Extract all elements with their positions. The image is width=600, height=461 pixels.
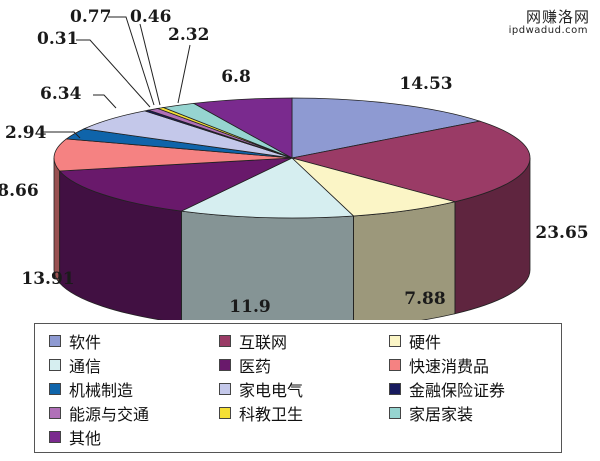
pie-slices xyxy=(53,97,531,219)
slice-2 xyxy=(291,157,456,217)
pie-sides xyxy=(53,157,531,320)
legend-item-8: 金融保险证券 xyxy=(389,377,559,400)
data-label-1: 23.65 xyxy=(535,223,588,243)
legend-item-3: 通信 xyxy=(49,353,219,376)
legend-swatch-9 xyxy=(49,406,61,419)
watermark-title: 网赚洛网 xyxy=(525,8,590,26)
legend-grid: 软件 互联网 硬件通信 医药 快速消费品机械制造 家电电气 金融保险证券能源与交通 科教卫生 家… xyxy=(49,329,561,448)
legend-label-9: 能源与交通 xyxy=(69,404,150,424)
watermark-url: ipdwadud.com xyxy=(508,25,588,36)
legend-swatch-7 xyxy=(219,382,231,395)
data-label-5: 8.66 xyxy=(0,181,39,201)
slice-12 xyxy=(192,97,293,159)
leader-lines xyxy=(42,16,191,139)
legend-item-12: 其他 xyxy=(49,425,219,448)
leader-line-8 xyxy=(76,39,151,108)
legend-label-1: 互联网 xyxy=(239,332,288,352)
legend-swatch-6 xyxy=(49,382,61,395)
slice-1 xyxy=(291,120,531,203)
data-label-0: 14.53 xyxy=(399,74,452,94)
data-label-7: 6.34 xyxy=(40,84,82,104)
legend-item-5: 快速消费品 xyxy=(389,353,559,376)
legend-swatch-12 xyxy=(49,430,61,443)
pie-chart: 14.5323.657.8811.913.918.662.946.340.310… xyxy=(0,7,589,320)
data-label-2: 7.88 xyxy=(404,289,445,309)
leader-line-6 xyxy=(42,131,81,139)
legend-label-0: 软件 xyxy=(69,332,102,352)
legend-item-4: 医药 xyxy=(219,353,389,376)
legend-label-7: 家电电气 xyxy=(239,380,304,400)
legend-item-6: 机械制造 xyxy=(49,377,219,400)
data-label-9: 0.77 xyxy=(70,7,111,27)
legend-swatch-10 xyxy=(219,406,231,419)
slice-3 xyxy=(180,157,355,219)
data-label-6: 2.94 xyxy=(5,123,47,143)
data-label-12: 6.8 xyxy=(221,67,251,87)
legend-swatch-4 xyxy=(219,358,231,371)
legend-swatch-8 xyxy=(389,382,401,395)
data-label-4: 13.91 xyxy=(21,269,74,289)
legend-item-1: 互联网 xyxy=(219,329,389,352)
legend-swatch-1 xyxy=(219,334,231,347)
legend-swatch-11 xyxy=(389,406,401,419)
legend-label-12: 其他 xyxy=(69,428,102,448)
legend-item-0: 软件 xyxy=(49,329,219,352)
legend-label-11: 家居家装 xyxy=(409,404,474,424)
legend-item-9: 能源与交通 xyxy=(49,401,219,424)
leader-line-7 xyxy=(93,94,117,109)
data-label-11: 2.32 xyxy=(168,25,209,45)
slice-side-5 xyxy=(53,157,61,285)
legend-label-6: 机械制造 xyxy=(69,380,134,400)
data-label-10: 0.46 xyxy=(130,7,171,27)
legend: 软件 互联网 硬件通信 医药 快速消费品机械制造 家电电气 金融保险证券能源与交通 科教卫生 家… xyxy=(34,323,562,453)
leader-line-9 xyxy=(108,16,155,106)
data-label-3: 11.9 xyxy=(229,297,270,317)
leader-line-11 xyxy=(177,44,191,104)
legend-swatch-3 xyxy=(49,358,61,371)
legend-label-3: 通信 xyxy=(69,356,102,376)
legend-item-7: 家电电气 xyxy=(219,377,389,400)
legend-swatch-5 xyxy=(389,358,401,371)
leader-line-10 xyxy=(139,23,161,106)
legend-label-4: 医药 xyxy=(239,356,272,376)
legend-item-10: 科教卫生 xyxy=(219,401,389,424)
legend-label-8: 金融保险证券 xyxy=(409,380,506,400)
data-labels: 14.5323.657.8811.913.918.662.946.340.310… xyxy=(0,7,589,317)
legend-item-2: 硬件 xyxy=(389,329,559,352)
legend-swatch-2 xyxy=(389,334,401,347)
slice-0 xyxy=(291,97,482,159)
slice-4 xyxy=(58,157,293,212)
legend-label-5: 快速消费品 xyxy=(409,356,490,376)
legend-label-10: 科教卫生 xyxy=(239,404,304,424)
legend-label-2: 硬件 xyxy=(409,332,442,352)
legend-swatch-0 xyxy=(49,334,61,347)
legend-item-11: 家居家装 xyxy=(389,401,559,424)
slice-5 xyxy=(53,138,293,172)
data-label-8: 0.31 xyxy=(37,29,78,49)
